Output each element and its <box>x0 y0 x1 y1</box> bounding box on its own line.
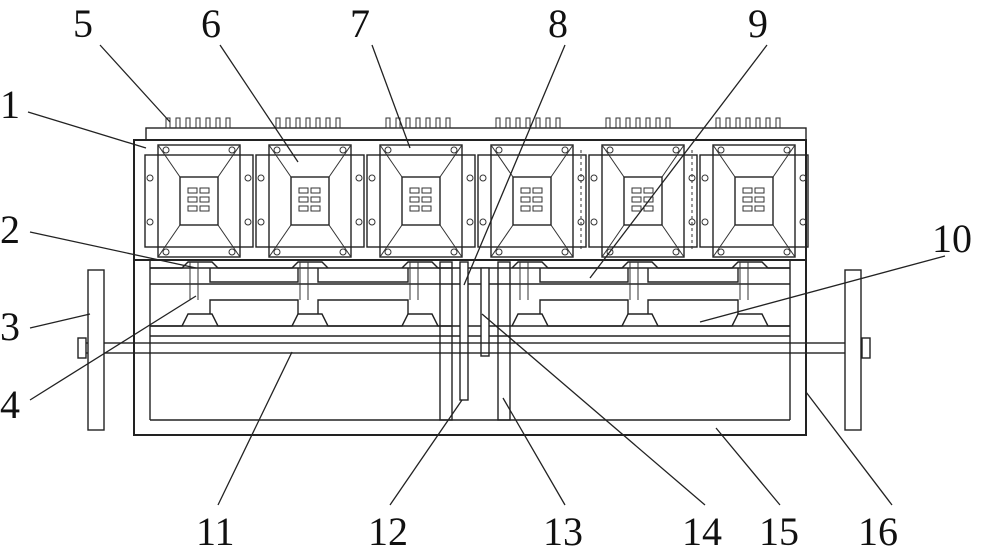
callout-label-13: 13 <box>543 509 583 553</box>
callout-label-5: 5 <box>73 1 93 46</box>
callout-label-9: 9 <box>748 1 768 46</box>
left-wheel <box>87 269 105 431</box>
callout-label-2: 2 <box>0 207 20 252</box>
module-panel-3 <box>366 144 476 258</box>
right-wheel <box>844 269 862 431</box>
module-panel-5 <box>588 144 698 258</box>
lower-bracket-row <box>150 299 790 327</box>
main-housing <box>133 139 807 261</box>
callout-labels: 1 2 3 4 5 6 7 8 9 10 11 12 13 14 15 16 <box>0 1 972 553</box>
callout-label-16: 16 <box>858 509 898 553</box>
leader-lines <box>27 44 946 506</box>
module-panel-2 <box>255 144 365 258</box>
callout-label-1: 1 <box>0 82 20 127</box>
callout-label-7: 7 <box>350 1 370 46</box>
callout-label-10: 10 <box>932 216 972 261</box>
axle-and-wheels <box>77 269 871 431</box>
callout-label-6: 6 <box>201 1 221 46</box>
module-panel-6 <box>699 144 809 258</box>
lower-frame <box>133 259 807 436</box>
top-plate <box>145 117 807 141</box>
callout-label-8: 8 <box>548 1 568 46</box>
callout-label-11: 11 <box>196 509 235 553</box>
top-plate-teeth <box>165 117 781 129</box>
center-uprights <box>439 261 511 421</box>
callout-label-15: 15 <box>759 509 799 553</box>
callout-label-3: 3 <box>0 304 20 349</box>
callout-label-12: 12 <box>368 509 408 553</box>
module-panels <box>144 144 809 258</box>
module-panel-1 <box>144 144 254 258</box>
callout-label-14: 14 <box>682 509 722 553</box>
callout-label-4: 4 <box>0 382 20 427</box>
module-panel-4 <box>477 144 587 258</box>
